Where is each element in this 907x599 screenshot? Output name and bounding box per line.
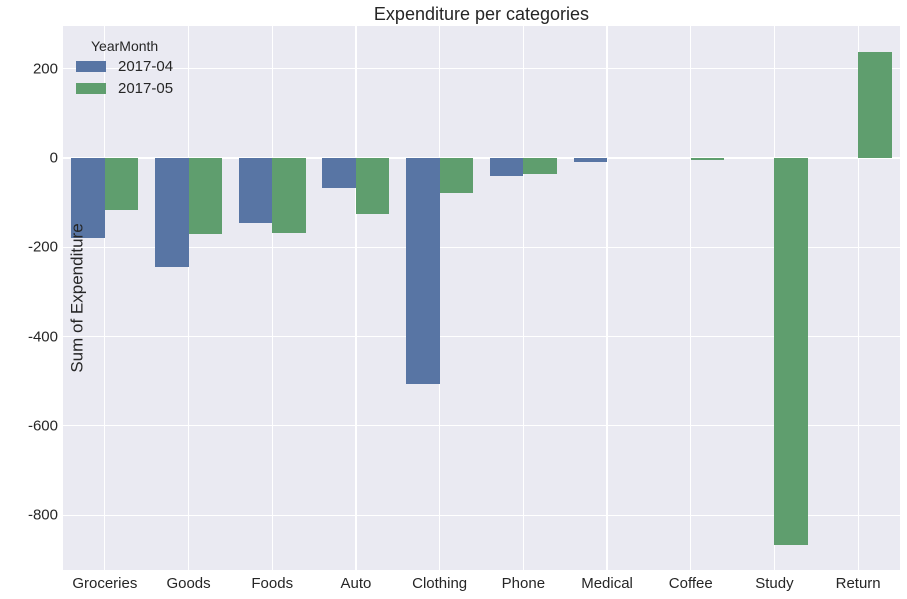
x-gridline (104, 26, 106, 570)
x-gridline (606, 26, 608, 570)
plot-area (63, 26, 900, 570)
legend-swatch-icon (76, 83, 106, 94)
x-gridline (187, 26, 190, 570)
x-tick-label: Clothing (412, 575, 468, 592)
x-tick-label: Foods (251, 575, 294, 592)
y-tick-label: -600 (27, 417, 58, 435)
legend-label: 2017-04 (118, 58, 174, 75)
bar-2017-04-medical (573, 158, 608, 163)
x-tick-label: Auto (340, 575, 372, 592)
bar-2017-05-return (858, 52, 892, 158)
bar-2017-04-auto (322, 158, 356, 188)
bar-2017-05-auto (355, 158, 390, 214)
y-axis-label: Sum of Expenditure (67, 223, 87, 373)
x-gridline (857, 26, 859, 570)
bar-2017-04-clothing (406, 158, 440, 384)
x-gridline (355, 26, 357, 570)
bar-2017-05-study (774, 158, 808, 546)
bar-2017-05-coffee (690, 158, 725, 160)
y-gridline (63, 157, 900, 159)
y-gridline (63, 246, 900, 248)
x-tick-label: Study (755, 575, 794, 592)
bar-2017-05-goods (188, 158, 223, 234)
y-gridline (63, 68, 900, 70)
chart-title: Expenditure per categories (373, 4, 590, 24)
y-tick-label: -800 (27, 506, 58, 524)
y-gridline (63, 425, 900, 427)
x-gridline (690, 26, 692, 570)
legend-swatch-icon (76, 61, 106, 72)
legend-title: YearMonth (91, 38, 159, 54)
bar-2017-05-groceries (104, 158, 139, 211)
bar-2017-04-foods (238, 158, 273, 224)
bar-2017-05-clothing (439, 158, 474, 193)
x-tick-label: Medical (581, 575, 633, 592)
y-tick-label: 200 (32, 60, 58, 78)
y-gridline (63, 336, 900, 338)
bar-2017-04-phone (489, 158, 524, 176)
legend-label: 2017-05 (118, 80, 174, 97)
bar-2017-04-goods (155, 158, 189, 267)
x-tick-label: Phone (501, 575, 546, 592)
bar-2017-04-groceries (71, 158, 105, 239)
x-tick-label: Goods (166, 575, 211, 592)
legend: YearMonth 2017-04 2017-05 (76, 38, 173, 102)
bar-2017-05-phone (523, 158, 557, 175)
y-tick-label: 0 (49, 149, 58, 167)
legend-item-2017-04: 2017-04 (76, 58, 173, 75)
x-gridline (522, 26, 524, 570)
y-tick-label: -400 (27, 328, 58, 346)
x-gridline (271, 26, 273, 570)
y-gridline (63, 514, 900, 516)
x-gridline (439, 26, 441, 570)
x-tick-label: Coffee (668, 575, 713, 592)
legend-item-2017-05: 2017-05 (76, 80, 173, 97)
bar-2017-05-foods (272, 158, 306, 233)
x-tick-label: Return (835, 575, 881, 592)
y-tick-label: -200 (27, 238, 58, 256)
x-tick-label: Groceries (72, 575, 138, 592)
